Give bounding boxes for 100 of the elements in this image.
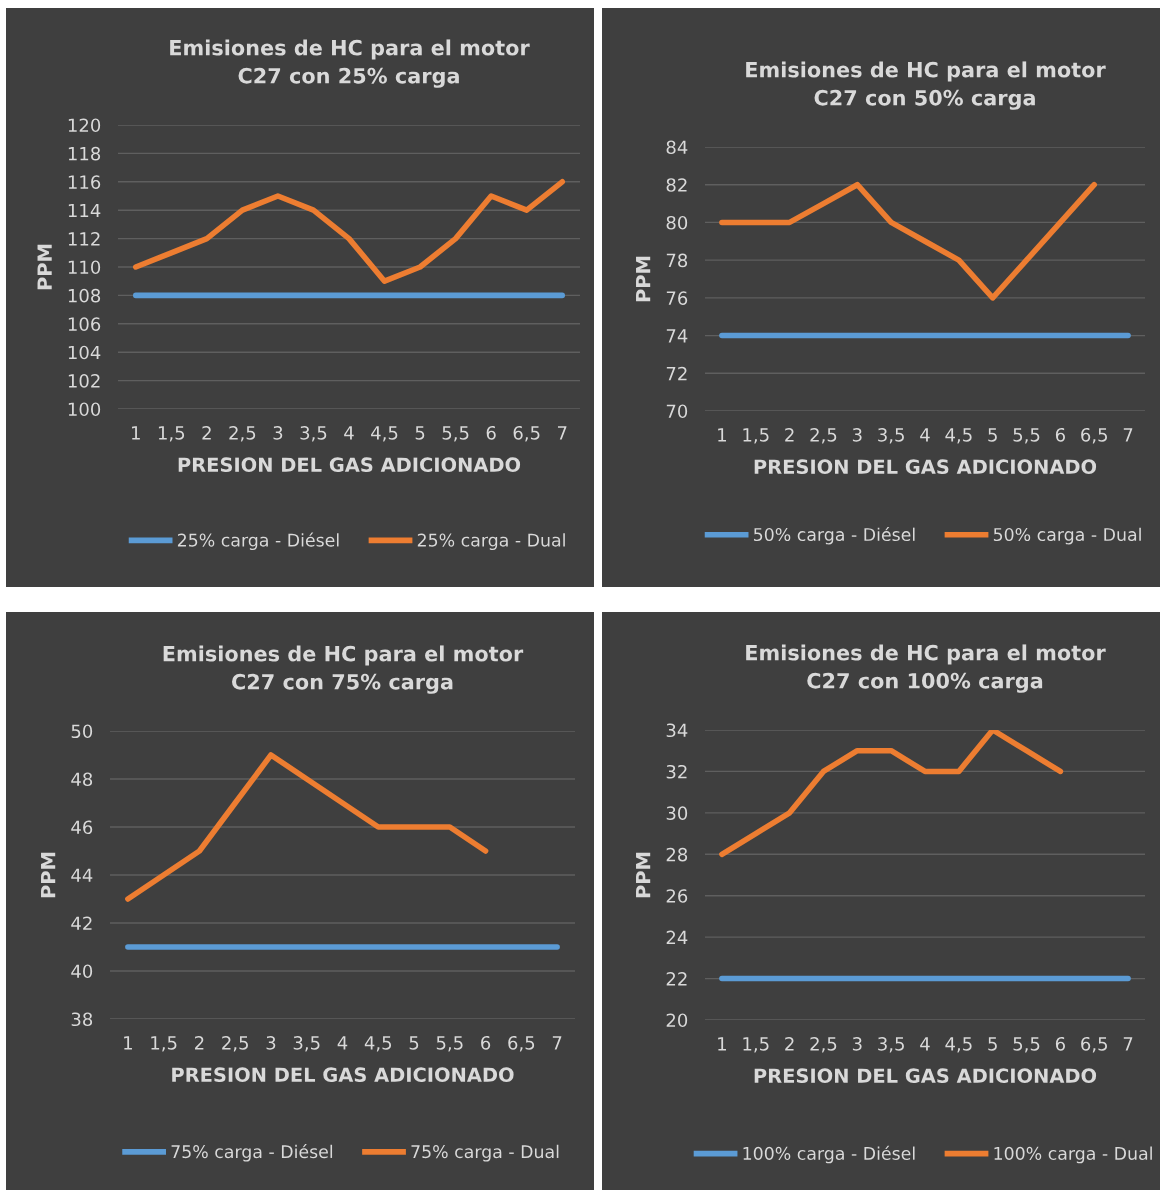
x-tick-label: 1,5 [743, 428, 769, 444]
x-tick-label: 4,5 [945, 1037, 972, 1053]
y-tick-label: 26 [666, 889, 688, 903]
y-tick-label: 84 [666, 140, 688, 155]
legend-label: 50% carga - Diésel [754, 526, 915, 545]
y-tick-label: 100 [68, 402, 101, 417]
x-tick-label: 1,5 [151, 1036, 177, 1052]
x-axis-title: PRESION DEL GAS ADICIONADO [172, 1067, 514, 1083]
y-tick-label: 70 [666, 404, 688, 419]
x-tick-label: 3,5 [878, 427, 904, 444]
x-tick-label: 7 [552, 1036, 562, 1050]
y-tick-label: 22 [666, 972, 687, 986]
x-tick-label: 3,5 [878, 1036, 904, 1053]
x-tick-label: 6 [486, 425, 496, 440]
y-tick-label: 116 [68, 175, 101, 189]
y-tick-label: 120 [68, 118, 101, 133]
x-tick-label: 6,5 [513, 425, 540, 442]
x-tick-label: 6,5 [508, 1035, 535, 1052]
y-tick-label: 32 [666, 764, 687, 779]
x-tick-label: 1 [124, 1036, 132, 1050]
y-tick-label: 106 [68, 317, 101, 331]
x-tick-label: 2,5 [810, 1036, 837, 1053]
x-tick-label: 5,5 [1013, 428, 1040, 444]
y-axis-title: PPM [37, 244, 52, 290]
x-tick-label: 5,5 [442, 426, 469, 442]
x-tick-label: 3,5 [293, 1035, 320, 1052]
y-tick-label: 80 [666, 215, 688, 230]
x-tick-label: 3 [852, 1036, 862, 1051]
y-axis-title: PPM [41, 852, 56, 898]
y-tick-label: 78 [666, 253, 688, 268]
x-tick-label: 1,5 [743, 1037, 769, 1053]
y-tick-label: 72 [666, 366, 687, 381]
y-tick-label: 108 [68, 288, 101, 303]
legend-label: 50% carga - Dual [993, 527, 1141, 545]
x-tick-label: 6 [481, 1035, 491, 1050]
y-axis-title: PPM [636, 256, 651, 302]
legend-label: 75% carga - Diésel [171, 1144, 333, 1162]
x-tick-label: 5 [988, 428, 997, 442]
chart-title: Emisiones de HC para el motor C27 con 25% carga [170, 39, 530, 88]
x-tick-label: 2 [202, 425, 211, 440]
y-tick-label: 114 [68, 203, 101, 218]
legend-label: 75% carga - Dual [411, 1144, 559, 1162]
y-tick-label: 42 [71, 916, 92, 930]
y-tick-label: 118 [68, 146, 101, 161]
y-tick-label: 24 [666, 930, 688, 944]
x-tick-label: 4,5 [371, 426, 398, 442]
x-tick-label: 2,5 [229, 425, 256, 442]
legend-label: 25% carga - Dual [417, 533, 565, 551]
x-tick-label: 3 [852, 427, 862, 442]
x-axis-title: PRESION DEL GAS ADICIONADO [178, 457, 521, 473]
y-tick-label: 74 [666, 329, 688, 343]
x-tick-label: 1 [718, 1037, 726, 1051]
y-tick-label: 46 [71, 820, 93, 835]
x-tick-label: 3 [273, 425, 283, 440]
x-tick-label: 4 [344, 426, 354, 440]
chart-title: Emisiones de HC para el motor C27 con 100% carga [746, 644, 1106, 693]
y-tick-label: 34 [666, 723, 688, 738]
x-tick-label: 2 [195, 1035, 204, 1050]
x-axis-title: PRESION DEL GAS ADICIONADO [754, 459, 1097, 475]
x-tick-label: 5,5 [1013, 1037, 1040, 1053]
y-tick-label: 76 [666, 291, 688, 305]
x-tick-label: 4,5 [364, 1036, 392, 1052]
y-tick-label: 40 [71, 964, 93, 979]
y-tick-label: 104 [68, 345, 101, 360]
x-tick-label: 1 [132, 426, 140, 440]
x-tick-label: 5 [988, 1037, 997, 1051]
x-tick-label: 3,5 [300, 425, 327, 442]
x-tick-label: 5 [415, 426, 425, 440]
x-tick-label: 6 [1055, 1036, 1065, 1051]
y-tick-label: 82 [666, 178, 687, 192]
y-tick-label: 44 [71, 868, 93, 882]
x-tick-label: 3 [266, 1035, 276, 1050]
x-tick-label: 6,5 [1081, 1036, 1108, 1053]
chart-title: Emisiones de HC para el motor C27 con 75% carga [163, 645, 524, 694]
y-tick-label: 30 [666, 806, 688, 820]
x-tick-label: 4 [920, 428, 930, 442]
y-tick-label: 112 [68, 232, 100, 246]
legend-label: 100% carga - Dual [994, 1146, 1152, 1164]
y-tick-label: 38 [71, 1012, 93, 1027]
x-tick-label: 5,5 [436, 1036, 463, 1052]
x-tick-label: 6 [1055, 427, 1065, 442]
x-tick-label: 6,5 [1081, 427, 1108, 444]
x-tick-label: 1,5 [158, 426, 185, 442]
y-axis-title: PPM [636, 852, 651, 898]
y-tick-label: 110 [68, 260, 101, 275]
x-tick-label: 4 [920, 1037, 930, 1051]
x-tick-label: 2 [785, 1036, 794, 1051]
x-tick-label: 5 [409, 1036, 419, 1050]
x-tick-label: 4 [337, 1036, 348, 1050]
legend-label: 100% carga - Diésel [743, 1145, 915, 1164]
x-tick-label: 7 [1123, 428, 1133, 442]
x-tick-label: 7 [557, 426, 567, 440]
x-tick-label: 2,5 [222, 1035, 248, 1052]
x-tick-label: 1 [718, 428, 726, 442]
chart-title: Emisiones de HC para el motor C27 con 50% carga [746, 61, 1106, 110]
legend-label: 25% carga - Diésel [177, 532, 339, 551]
y-tick-label: 50 [71, 724, 93, 739]
x-tick-label: 7 [1123, 1037, 1133, 1051]
y-tick-label: 20 [666, 1013, 688, 1028]
y-tick-label: 48 [71, 772, 93, 787]
